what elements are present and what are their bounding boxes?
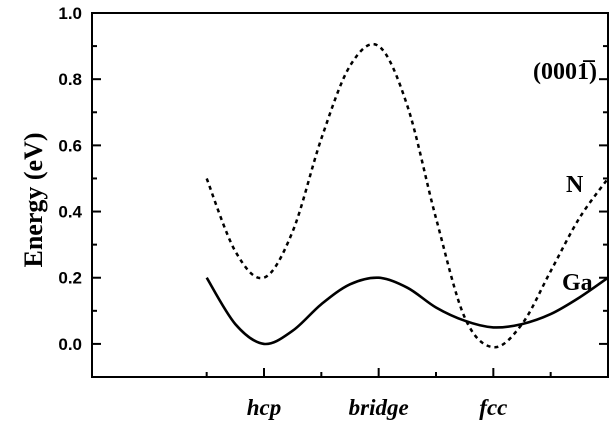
series-line-ga bbox=[205, 276, 609, 346]
y-axis-label: Energy (eV) bbox=[19, 132, 48, 267]
x-tick-label-hcp: hcp bbox=[247, 395, 282, 420]
y-tick-label: 0.2 bbox=[58, 269, 82, 288]
y-tick-label: 0.0 bbox=[58, 335, 82, 354]
x-axis-ticks: hcp bridge fcc bbox=[205, 368, 609, 420]
y-axis-ticks: 0.0 0.2 0.4 0.6 0.8 1.0 bbox=[58, 4, 608, 378]
series-label-n: N bbox=[566, 172, 584, 198]
y-tick-label: 0.6 bbox=[58, 136, 82, 155]
facet-annotation: (0001̅) bbox=[533, 59, 597, 85]
series-layer bbox=[205, 42, 610, 349]
plot-frame bbox=[91, 12, 609, 378]
x-tick-label-bridge: bridge bbox=[349, 395, 409, 420]
y-tick-label: 0.4 bbox=[58, 203, 82, 222]
series-line-n bbox=[205, 42, 610, 349]
y-tick-label: 0.8 bbox=[58, 70, 82, 89]
series-label-ga: Ga bbox=[562, 270, 593, 296]
x-tick-label-fcc: fcc bbox=[479, 395, 507, 420]
y-tick-label: 1.0 bbox=[58, 4, 82, 23]
